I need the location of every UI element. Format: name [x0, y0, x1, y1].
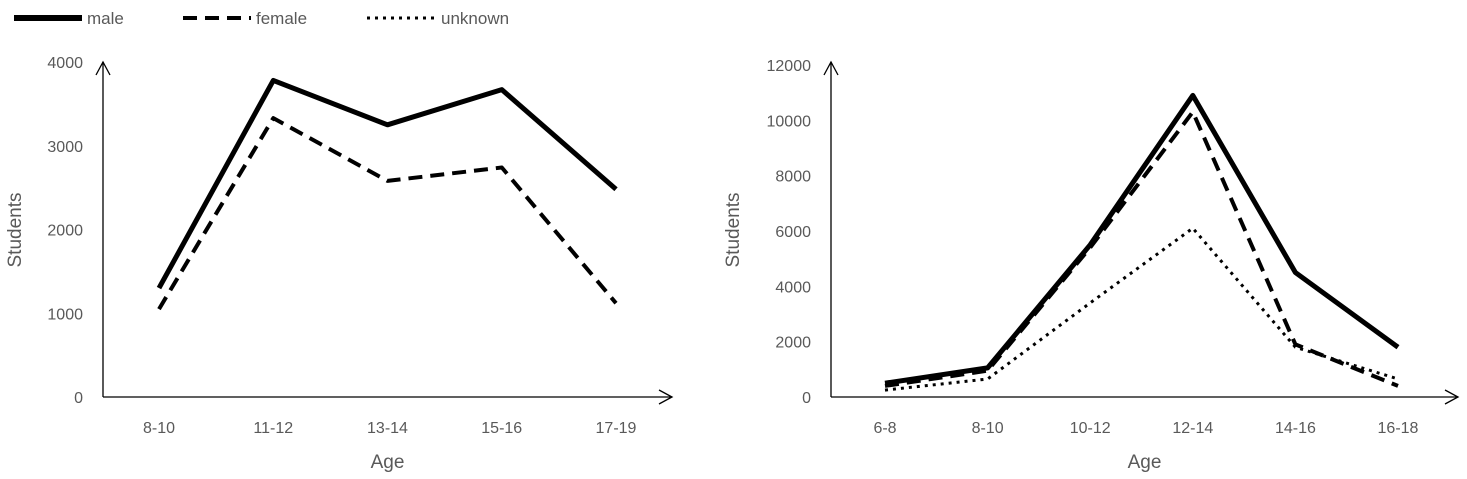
series-line-female — [157, 116, 618, 311]
y-axis-title: Students — [723, 193, 744, 268]
series-line-unknown — [884, 226, 1399, 392]
y-tick-label: 2000 — [47, 223, 83, 240]
x-tick-label: 13-14 — [367, 420, 408, 437]
x-axis-title: Age — [1128, 452, 1162, 473]
y-tick-label: 3000 — [47, 139, 83, 156]
y-axis-title: Students — [5, 193, 26, 268]
legend: male female unknown — [14, 9, 509, 28]
chart-left: 0 1000 2000 3000 4000 8-10 11-12 13-14 15-16 17-1… — [5, 55, 674, 473]
x-tick-label: 12-14 — [1172, 420, 1213, 437]
x-tick-label: 14-16 — [1275, 420, 1316, 437]
x-tick-label: 8-10 — [972, 420, 1004, 437]
series-line-female — [884, 110, 1399, 388]
y-tick-label: 0 — [74, 390, 83, 407]
legend-unknown-label: unknown — [441, 9, 509, 28]
x-tick-label: 16-18 — [1378, 420, 1419, 437]
series-line-male — [884, 92, 1400, 386]
y-axis-arrowhead — [95, 60, 111, 76]
x-axis-arrowhead — [658, 389, 674, 405]
y-tick-label: 1000 — [47, 306, 83, 323]
y-tick-label: 8000 — [775, 169, 811, 186]
x-tick-label: 6-8 — [873, 420, 896, 437]
y-tick-label: 12000 — [767, 58, 812, 75]
y-tick-label: 4000 — [47, 55, 83, 72]
x-tick-label: 8-10 — [143, 420, 175, 437]
y-tick-label: 6000 — [775, 224, 811, 241]
x-tick-label: 10-12 — [1070, 420, 1111, 437]
x-tick-label: 15-16 — [481, 420, 522, 437]
y-tick-label: 4000 — [775, 279, 811, 296]
x-tick-label: 11-12 — [253, 420, 293, 437]
legend-male-label: male — [87, 9, 124, 28]
x-axis-arrowhead — [1444, 389, 1460, 405]
x-tick-label: 17-19 — [596, 420, 637, 437]
legend-female-label: female — [256, 9, 307, 28]
x-axis-title: Age — [371, 452, 405, 473]
y-axis-arrowhead — [823, 60, 839, 76]
y-tick-label: 0 — [802, 390, 811, 407]
y-tick-label: 2000 — [775, 335, 811, 352]
chart-right: 0 2000 4000 6000 8000 10000 12000 6-8 8-10 10-12 1… — [723, 58, 1460, 473]
y-tick-label: 10000 — [767, 113, 812, 130]
series-line-male — [156, 77, 618, 290]
